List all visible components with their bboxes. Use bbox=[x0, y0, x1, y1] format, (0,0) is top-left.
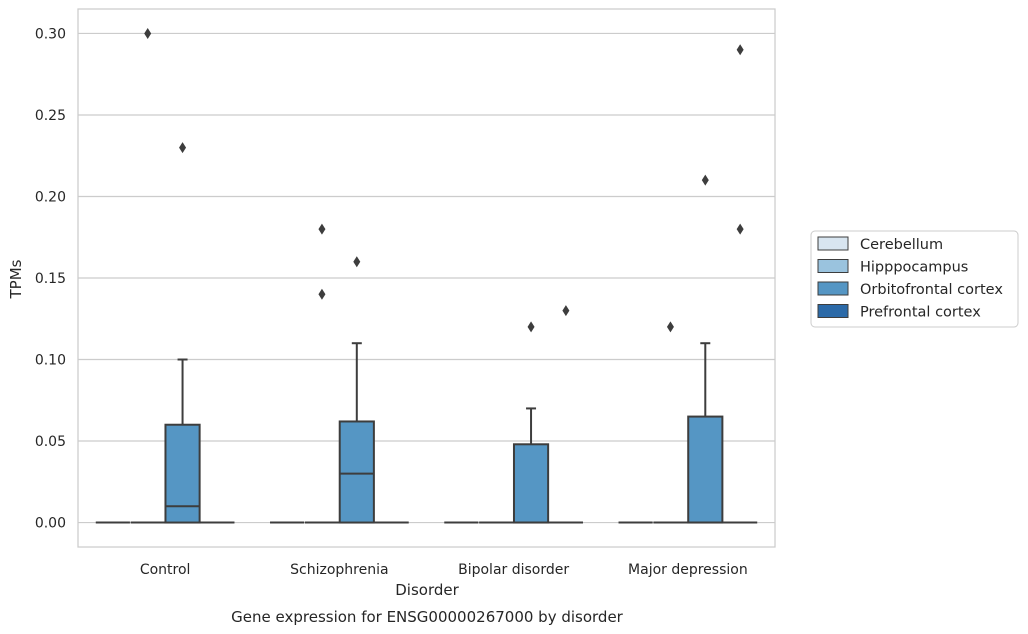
legend-label: Cerebellum bbox=[860, 237, 943, 253]
outlier-point bbox=[701, 174, 709, 186]
box-body bbox=[512, 443, 550, 524]
box-prefrontal-cortex bbox=[723, 44, 758, 524]
outlier-point bbox=[318, 223, 326, 235]
y-tick-label: 0.05 bbox=[35, 434, 66, 450]
x-tick-label: Major depression bbox=[628, 562, 748, 578]
outlier-point bbox=[736, 44, 744, 56]
outlier-point bbox=[179, 142, 187, 154]
box-body bbox=[164, 423, 201, 524]
box-marks bbox=[95, 27, 758, 524]
y-tick-label: 0.20 bbox=[35, 189, 66, 205]
plot-area-frame bbox=[77, 8, 776, 548]
y-axis-ticks: 0.00 0.05 0.10 0.15 0.20 0.25 0.30 bbox=[35, 26, 66, 531]
outlier-point bbox=[318, 288, 326, 300]
box-prefrontal-cortex bbox=[548, 305, 583, 524]
x-axis-ticks: Control Schizophrenia Bipolar disorder Majo… bbox=[140, 562, 748, 578]
y-tick-label: 0.10 bbox=[35, 353, 66, 369]
legend-label: Prefrontal cortex bbox=[860, 305, 981, 321]
legend-label: Hipppocampus bbox=[860, 260, 968, 276]
legend: Cerebellum Hipppocampus Orbitofrontal cort… bbox=[810, 230, 1019, 328]
box-body bbox=[687, 415, 724, 524]
box-hipppocampus bbox=[653, 321, 688, 524]
legend-items: Cerebellum Hipppocampus Orbitofrontal cort… bbox=[817, 236, 1003, 321]
legend-swatch bbox=[817, 236, 849, 251]
legend-swatch bbox=[817, 304, 849, 318]
y-axis-label: TPMs bbox=[7, 259, 25, 299]
box-hipppocampus bbox=[304, 223, 340, 524]
box-orbitofrontal-cortex bbox=[338, 256, 375, 524]
box-orbitofrontal-cortex bbox=[164, 142, 201, 524]
legend-label: Orbitofrontal cortex bbox=[860, 282, 1003, 298]
outlier-point bbox=[666, 321, 674, 333]
x-tick-label: Schizophrenia bbox=[290, 562, 388, 578]
box-hipppocampus bbox=[130, 27, 165, 524]
x-tick-label: Control bbox=[140, 562, 191, 578]
y-tick-label: 0.00 bbox=[35, 516, 66, 532]
outlier-point bbox=[736, 223, 744, 235]
outlier-point bbox=[562, 305, 570, 317]
chart-caption: Gene expression for ENSG00000267000 by d… bbox=[231, 608, 624, 626]
x-tick-label: Bipolar disorder bbox=[458, 562, 569, 578]
box-orbitofrontal-cortex bbox=[687, 174, 724, 524]
outlier-point bbox=[144, 27, 152, 39]
box-orbitofrontal-cortex bbox=[512, 321, 550, 524]
x-axis-label: Disorder bbox=[395, 581, 459, 599]
y-tick-label: 0.15 bbox=[35, 271, 66, 287]
y-tick-label: 0.25 bbox=[35, 108, 66, 124]
legend-frame bbox=[810, 230, 1019, 328]
outlier-point bbox=[353, 256, 361, 268]
outlier-point bbox=[527, 321, 535, 333]
y-tick-label: 0.30 bbox=[35, 26, 66, 42]
box-body bbox=[338, 420, 375, 524]
legend-swatch bbox=[817, 259, 849, 273]
legend-swatch bbox=[817, 281, 849, 296]
